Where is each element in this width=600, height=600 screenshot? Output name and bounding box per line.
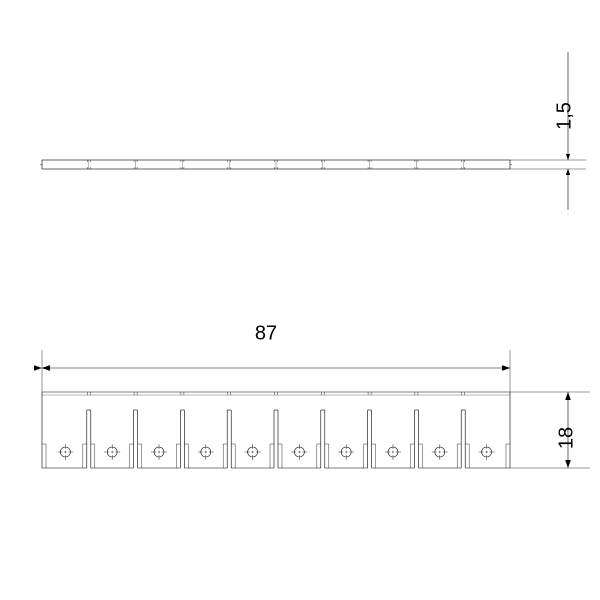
dim-width-label: 87 bbox=[255, 322, 277, 344]
dim-height-label: 18 bbox=[555, 427, 577, 449]
dim-thickness-label: 1,5 bbox=[553, 102, 575, 130]
